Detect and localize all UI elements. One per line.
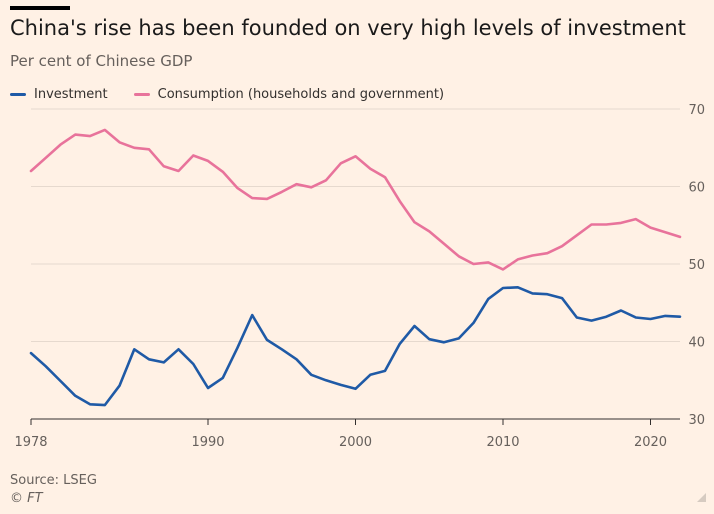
chart-subtitle: Per cent of Chinese GDP xyxy=(10,52,193,70)
x-axis: 1978 1990 2000 2010 2020 xyxy=(14,418,680,450)
y-tick-label-70: 70 xyxy=(688,103,705,118)
legend-label-consumption: Consumption (households and government) xyxy=(157,86,445,102)
series-line-consumption xyxy=(29,128,682,271)
y-tick-label-50: 50 xyxy=(688,258,705,273)
legend-swatch-consumption xyxy=(133,92,150,96)
x-tick-label-2000: 2000 xyxy=(339,435,372,450)
resize-corner-icon xyxy=(697,493,706,502)
copyright-note: © FT xyxy=(10,491,43,506)
legend-item-consumption: Consumption (households and government) xyxy=(133,86,445,102)
series-line-investment xyxy=(29,286,682,407)
brand-top-bar xyxy=(10,6,70,10)
y-tick-label-60: 60 xyxy=(688,181,705,196)
legend-swatch-investment xyxy=(10,92,26,96)
x-tick-label-1978: 1978 xyxy=(14,435,47,450)
chart-title: China's rise has been founded on very hi… xyxy=(10,16,686,40)
series-lines xyxy=(29,128,682,407)
gridlines xyxy=(31,108,680,342)
legend-item-investment: Investment xyxy=(10,87,108,102)
x-tick-label-2020: 2020 xyxy=(634,435,667,450)
source-note: Source: LSEG xyxy=(10,473,97,488)
y-tick-label-40: 40 xyxy=(688,336,705,351)
chart-legend: Investment Consumption (households and g… xyxy=(10,85,470,103)
x-tick-label-2010: 2010 xyxy=(486,435,519,450)
x-tick-label-1990: 1990 xyxy=(191,435,224,450)
y-axis-ticks: 70 60 50 40 30 xyxy=(688,103,705,428)
y-tick-label-30: 30 xyxy=(688,413,705,428)
legend-label-investment: Investment xyxy=(34,86,108,102)
